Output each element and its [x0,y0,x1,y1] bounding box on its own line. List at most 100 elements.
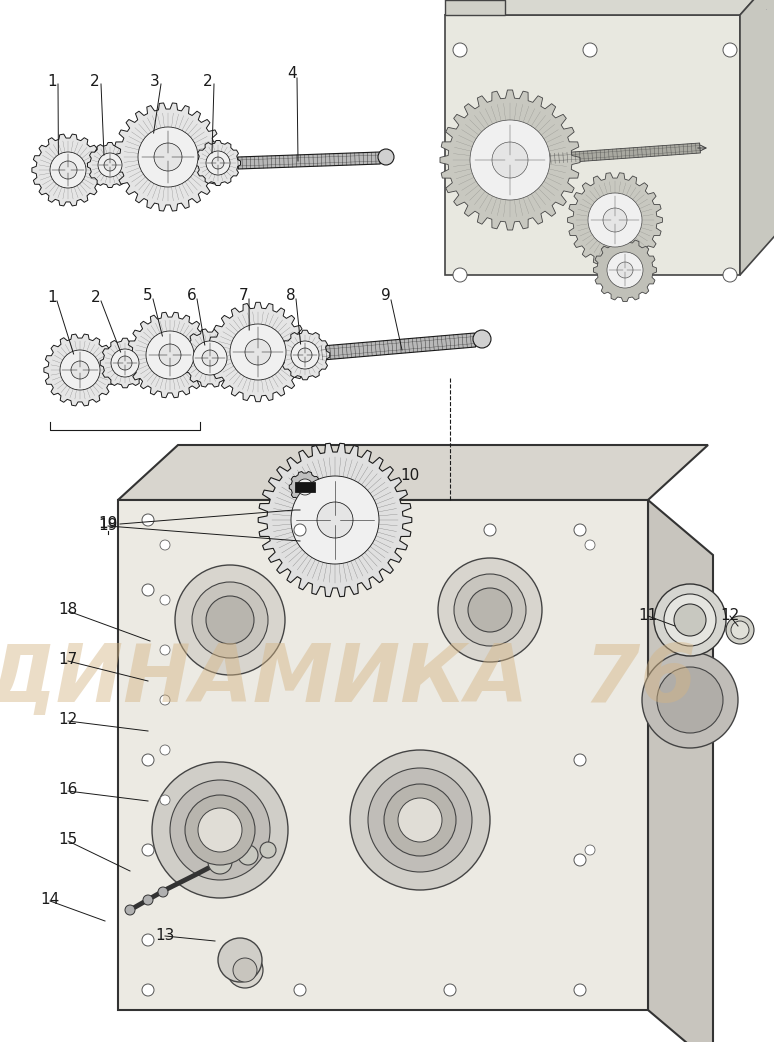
Circle shape [670,680,710,720]
Circle shape [438,559,542,662]
Polygon shape [648,500,713,1042]
Circle shape [368,768,472,872]
Circle shape [230,324,286,380]
Circle shape [585,540,595,550]
Circle shape [574,754,586,766]
Text: 18: 18 [58,602,77,618]
Circle shape [159,344,181,366]
Circle shape [484,524,496,536]
Polygon shape [208,302,308,401]
Circle shape [142,934,154,946]
Circle shape [59,162,77,179]
Text: ·: · [765,5,768,15]
Circle shape [588,193,642,247]
Circle shape [160,695,170,705]
Circle shape [657,667,723,733]
Circle shape [350,750,490,890]
Text: 2: 2 [91,74,100,90]
Circle shape [470,120,550,200]
Text: 1: 1 [47,291,57,305]
Circle shape [160,540,170,550]
Polygon shape [180,329,239,387]
Text: 4: 4 [287,66,296,80]
Circle shape [384,784,456,855]
Circle shape [492,142,528,178]
Polygon shape [594,239,656,301]
Circle shape [723,43,737,57]
Circle shape [291,341,319,369]
Circle shape [453,268,467,282]
Polygon shape [44,334,116,406]
Circle shape [617,262,633,278]
Text: 7: 7 [239,289,248,303]
Polygon shape [259,443,412,597]
Polygon shape [100,339,150,388]
Circle shape [206,596,254,644]
Text: 9: 9 [381,289,391,303]
Polygon shape [289,472,320,502]
Circle shape [208,850,232,874]
Circle shape [193,341,227,375]
Circle shape [71,361,89,379]
Circle shape [454,574,526,646]
Polygon shape [445,15,740,275]
Circle shape [227,952,263,988]
Text: 19: 19 [98,517,118,531]
Text: 2: 2 [91,291,101,305]
Circle shape [664,594,716,646]
Circle shape [453,43,467,57]
Circle shape [294,524,306,536]
Circle shape [98,153,122,177]
Circle shape [212,157,224,169]
Text: 5: 5 [143,289,152,303]
Circle shape [245,339,271,365]
Polygon shape [567,173,663,267]
Circle shape [723,268,737,282]
Text: 19: 19 [98,518,118,532]
Text: 14: 14 [40,893,60,908]
Circle shape [142,844,154,855]
Circle shape [138,127,198,187]
Polygon shape [118,500,648,1010]
Polygon shape [440,90,580,230]
Circle shape [118,356,132,370]
Polygon shape [238,152,380,169]
Circle shape [654,584,726,656]
Text: 11: 11 [639,607,658,622]
Polygon shape [196,141,241,185]
Circle shape [160,745,170,755]
Circle shape [160,795,170,805]
Circle shape [233,958,257,982]
Circle shape [160,595,170,605]
Circle shape [297,479,313,495]
Circle shape [142,514,154,526]
Circle shape [585,845,595,855]
Polygon shape [740,0,774,275]
Polygon shape [321,333,475,359]
Circle shape [158,887,168,897]
Circle shape [468,588,512,632]
Circle shape [142,584,154,596]
Circle shape [574,984,586,996]
Circle shape [574,854,586,866]
Circle shape [218,938,262,982]
Polygon shape [114,103,222,212]
Circle shape [192,582,268,658]
Circle shape [152,762,288,898]
Circle shape [154,143,182,171]
Circle shape [378,149,394,165]
Circle shape [111,349,139,377]
Polygon shape [280,330,330,379]
Text: 12: 12 [721,607,740,622]
Text: 6: 6 [187,289,197,303]
Text: 17: 17 [58,652,77,668]
Circle shape [143,895,153,905]
Circle shape [731,621,749,639]
Circle shape [60,350,100,390]
Circle shape [642,652,738,748]
Bar [295,482,315,492]
Polygon shape [32,134,104,206]
Text: 15: 15 [58,833,77,847]
Text: ДИНАМИКА  76: ДИНАМИКА 76 [0,641,696,719]
Circle shape [574,524,586,536]
